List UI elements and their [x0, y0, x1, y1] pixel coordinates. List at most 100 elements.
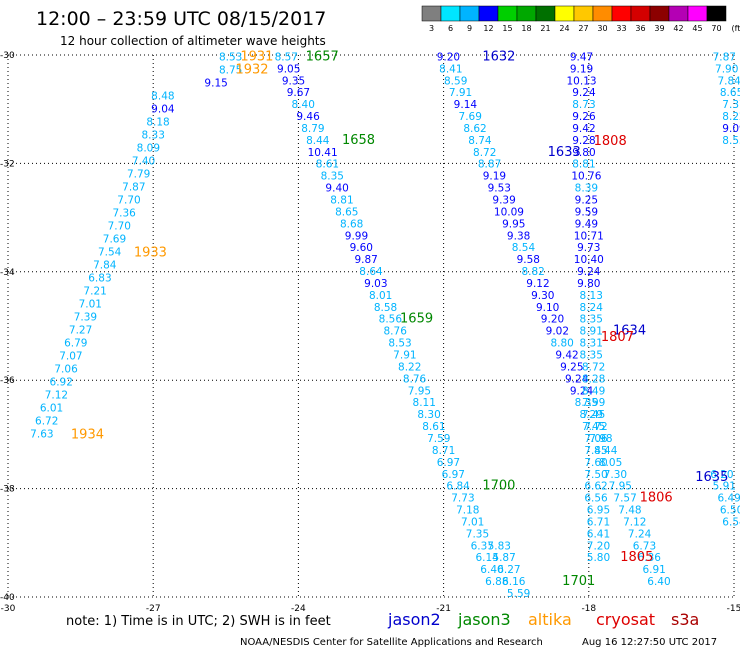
colorbar-swatch	[611, 5, 632, 22]
colorbar-swatch	[421, 5, 442, 22]
wave-height-value: 9.28	[572, 135, 595, 147]
wave-height-value: 8.22	[398, 361, 421, 373]
wave-height-value: 6.40	[480, 564, 503, 576]
wave-height-value: 7.84	[717, 75, 740, 87]
wave-height-value: 6.20	[710, 469, 733, 481]
wave-height-value: 8.33	[142, 129, 165, 141]
wave-height-value: 6.54	[722, 516, 740, 528]
wave-height-value: 9.39	[492, 195, 515, 207]
track-time-label: 1658	[342, 133, 375, 148]
wave-height-value: 7.24	[628, 528, 652, 540]
colorbar-swatch	[649, 5, 670, 22]
track-time-label: 1807	[601, 330, 634, 345]
wave-height-value: 7.54	[98, 247, 122, 259]
y-tick-label: -38	[0, 485, 15, 495]
satellite-legend: jason2 jason3 altika cryosat s3a	[387, 610, 699, 629]
wave-height-value: 7.06	[584, 433, 608, 445]
wave-height-value: 6.62	[584, 481, 607, 493]
wave-height-value: 8.35	[580, 314, 603, 326]
track-time-label: 1633	[548, 145, 581, 160]
colorbar-label: 33	[616, 24, 626, 33]
wave-height-value: 6.41	[587, 528, 610, 540]
colorbar-swatch	[630, 5, 651, 22]
wave-height-value: 8.09	[137, 142, 160, 154]
wave-height-value: 9.49	[575, 218, 598, 230]
chart-title: 12:00 – 23:59 UTC 08/15/2017	[36, 8, 326, 30]
wave-height-value: 7.69	[103, 234, 126, 246]
y-tick-label: -36	[0, 376, 15, 386]
wave-height-value: 7.48	[618, 505, 641, 517]
wave-height-value: 8.44	[594, 445, 618, 457]
wave-height-value: 6.72	[35, 416, 58, 428]
wave-height-value: 6.50	[720, 505, 740, 517]
track-time-label: 1808	[594, 134, 627, 149]
wave-height-value: 9.19	[483, 171, 506, 183]
wave-height-value: 8.64	[359, 266, 383, 278]
wave-height-value: 6.92	[50, 377, 73, 389]
wave-height-value: 8.61	[422, 421, 445, 433]
wave-height-value: 8.81	[572, 159, 595, 171]
colorbar-swatch	[478, 5, 499, 22]
wave-height-value: 8.54	[512, 242, 536, 254]
wave-height-value: 9.20	[541, 314, 564, 326]
y-tick-label: -40	[0, 593, 15, 603]
wave-height-value: 7.45	[582, 421, 605, 433]
wave-height-value: 8.74	[468, 135, 492, 147]
colorbar-label: 21	[540, 24, 550, 33]
wave-height-value: 8.76	[403, 373, 427, 385]
wave-height-value: 6.83	[88, 273, 111, 285]
colorbar-swatch	[440, 5, 461, 22]
wave-height-value: 10.41	[308, 147, 338, 159]
colorbar-swatch	[497, 5, 518, 22]
wave-height-value: 8.24	[580, 302, 604, 314]
wave-height-value: 6.37	[471, 540, 494, 552]
wave-height-value: 9.73	[577, 242, 600, 254]
wave-height-value: 9.09	[722, 123, 740, 135]
data-points: 8.538.759.158.489.048.188.338.097.407.79…	[30, 51, 740, 600]
wave-height-value: 9.02	[546, 326, 569, 338]
wave-height-value: 6.71	[587, 516, 610, 528]
wave-height-value: 7.73	[451, 493, 474, 505]
colorbar-label: 70	[711, 24, 721, 33]
wave-height-value: 9.24	[570, 385, 594, 397]
wave-height-value: 8.29	[580, 409, 603, 421]
wave-height-value: 9.80	[572, 147, 595, 159]
wave-height-value: 7.90	[715, 63, 738, 75]
colorbar-label: 45	[692, 24, 702, 33]
wave-height-value: 7.07	[59, 351, 82, 363]
wave-height-value: 8.35	[580, 350, 603, 362]
wave-height-value: 9.80	[577, 278, 600, 290]
wave-height-value: 9.59	[575, 206, 598, 218]
wave-height-value: 8.68	[340, 218, 363, 230]
wave-height-value: 8.48	[151, 90, 174, 102]
wave-height-value: 7.84	[93, 260, 117, 272]
wave-height-value: 7.12	[623, 516, 646, 528]
satellite-name: cryosat	[596, 610, 655, 629]
wave-height-value: 8.22	[722, 111, 740, 123]
colorbar-label: 3	[429, 24, 434, 33]
wave-height-value: 9.25	[575, 195, 598, 207]
wave-height-value: 9.87	[354, 254, 377, 266]
wave-height-value: 7.99	[582, 397, 605, 409]
wave-height-value: 7.18	[456, 505, 479, 517]
y-tick-label: -34	[0, 268, 15, 278]
wave-height-value: 8.80	[550, 338, 573, 350]
colorbar-label: 24	[559, 24, 569, 33]
wave-height-value: 7.45	[582, 409, 605, 421]
wave-height-value: 6.56	[584, 493, 608, 505]
colorbar-label: 18	[521, 24, 531, 33]
wave-height-value: 9.19	[570, 63, 593, 75]
wave-height-value: 6.49	[717, 493, 740, 505]
wave-height-value: 8.28	[582, 373, 605, 385]
wave-height-value: 9.10	[536, 302, 559, 314]
wave-height-value: 7.40	[132, 155, 155, 167]
wave-height-value: 8.39	[575, 183, 598, 195]
wave-height-value: 7.36	[112, 208, 136, 220]
wave-height-value: 9.20	[437, 51, 460, 63]
wave-height-value: 7.70	[117, 195, 140, 207]
x-tick-label: -15	[727, 604, 740, 614]
wave-height-value: 8.62	[463, 123, 486, 135]
wave-height-value: 7.91	[449, 87, 472, 99]
colorbar-label: 30	[597, 24, 607, 33]
wave-height-value: 5.83	[488, 540, 511, 552]
